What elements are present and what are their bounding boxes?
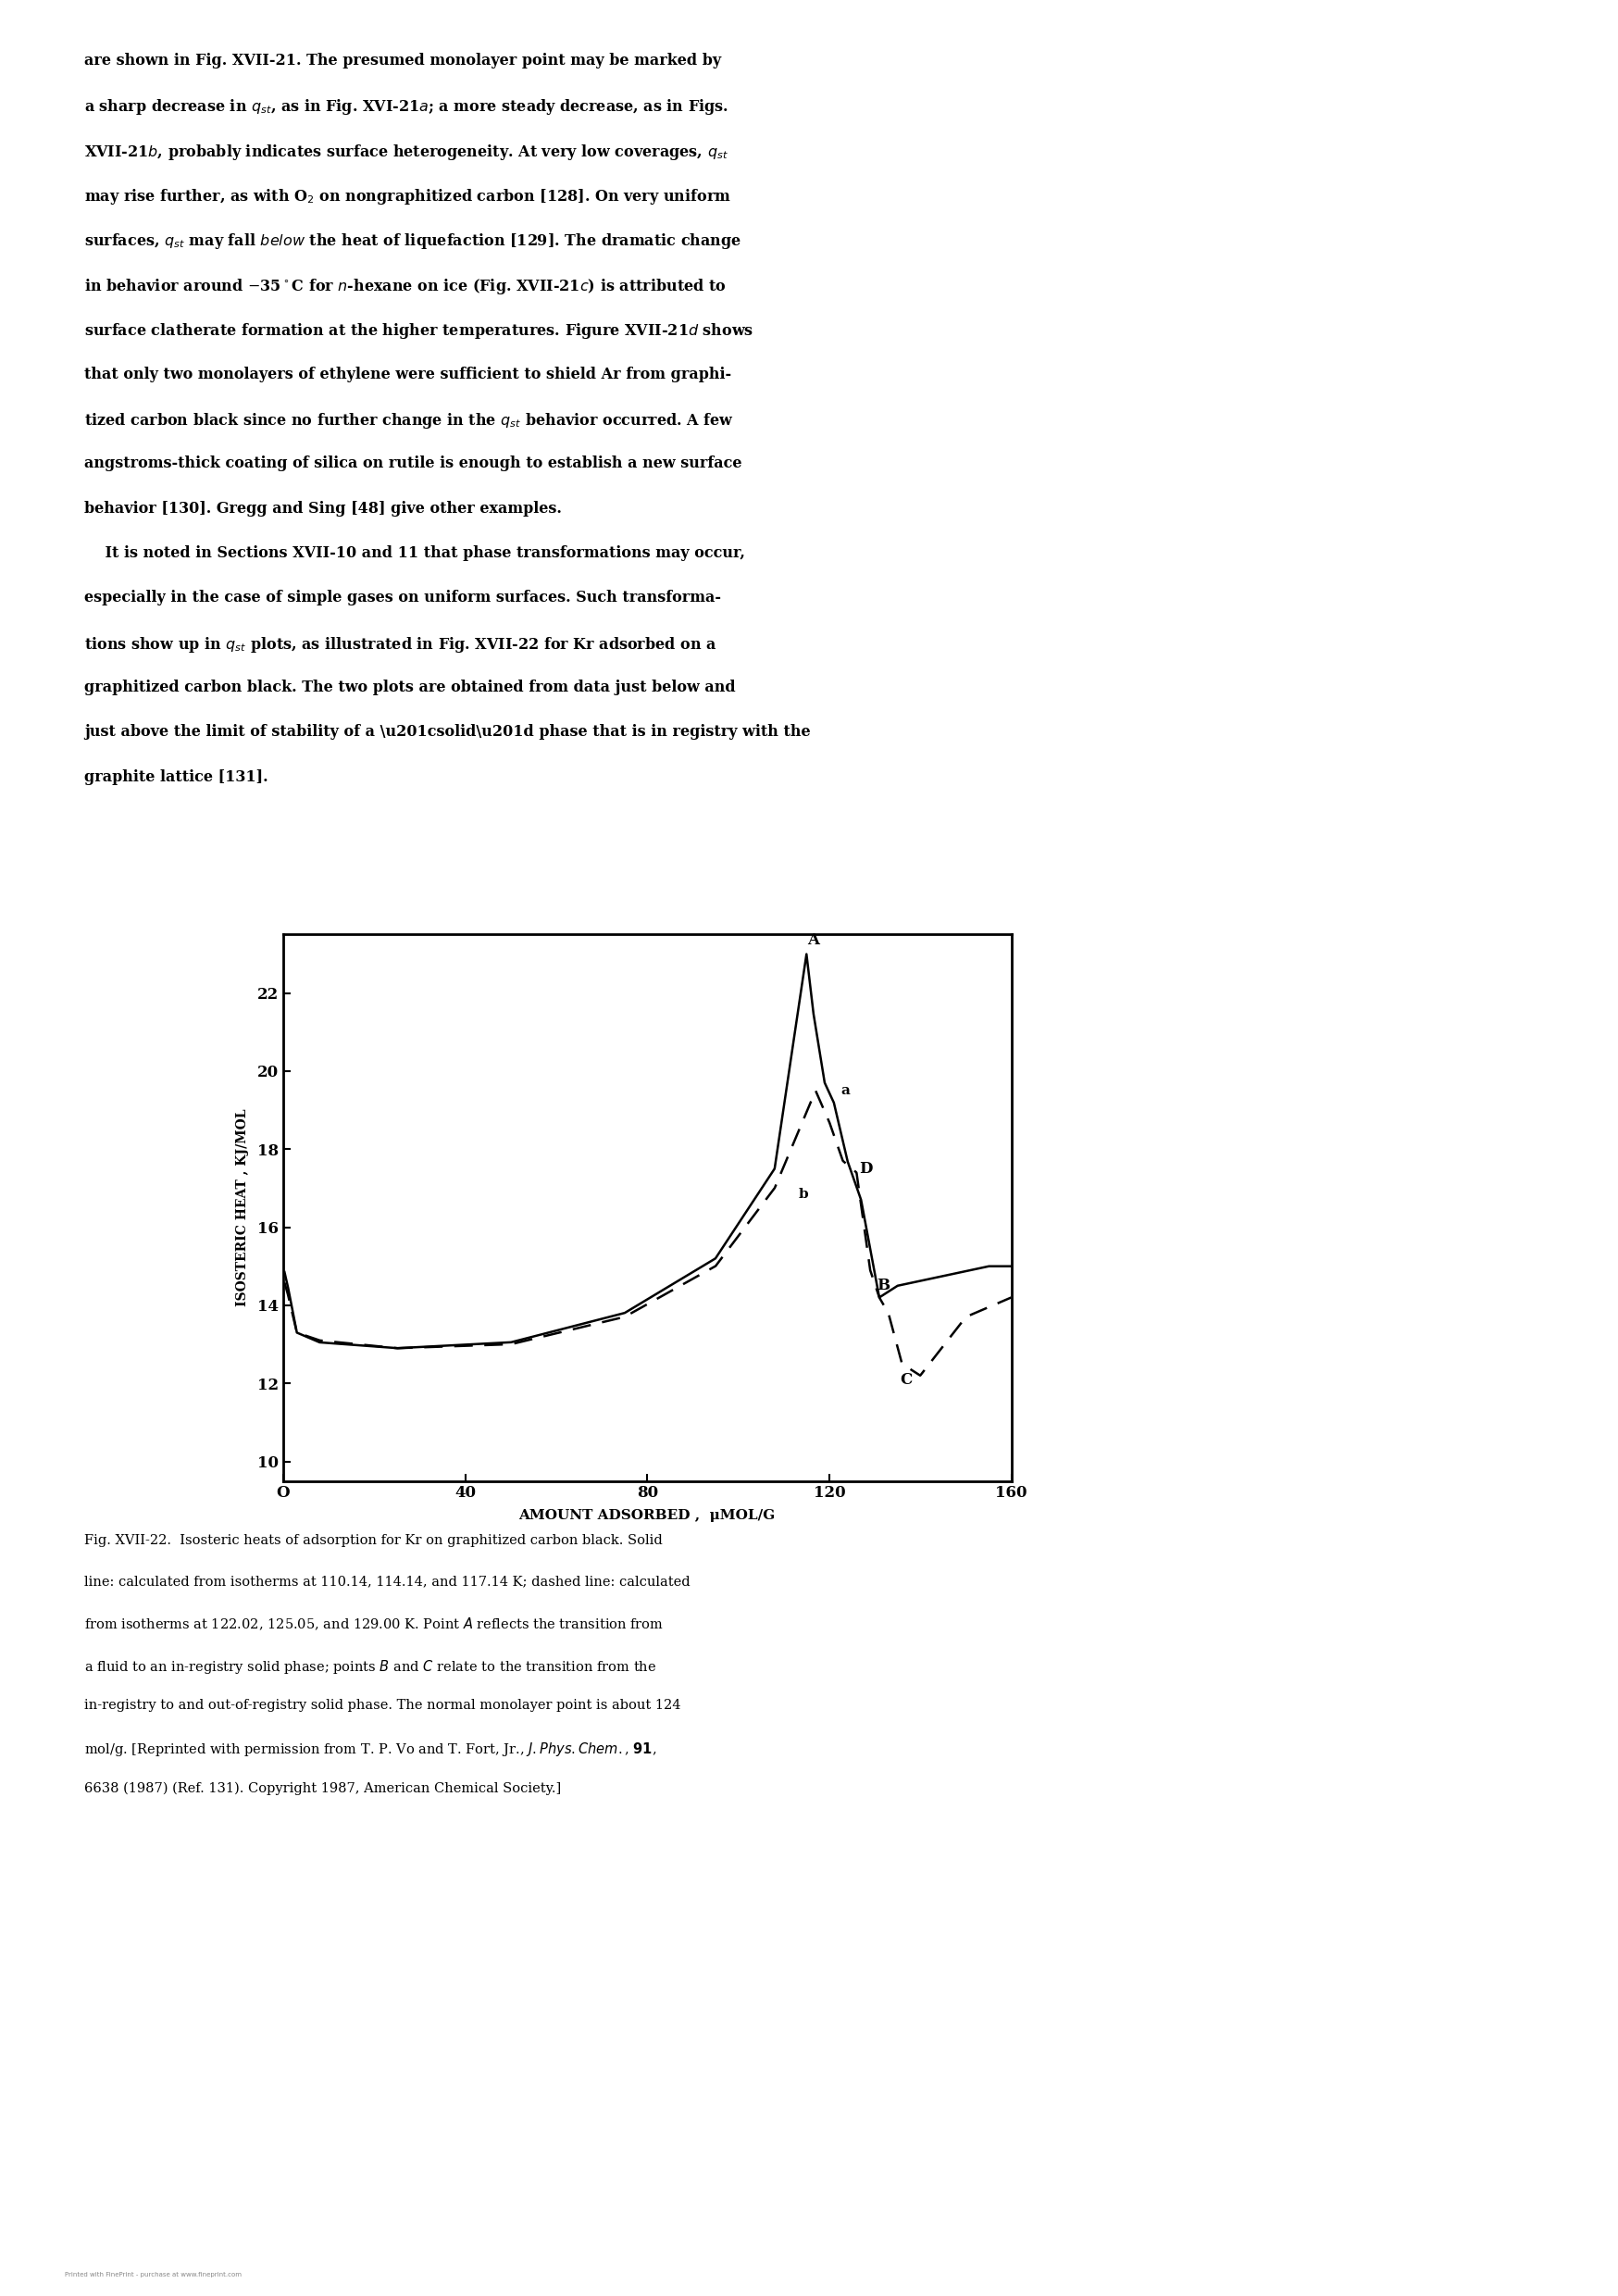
Text: Printed with FinePrint - purchase at www.fineprint.com: Printed with FinePrint - purchase at www… <box>65 2273 241 2278</box>
Text: a: a <box>841 1084 849 1097</box>
Text: graphitized carbon black. The two plots are obtained from data just below and: graphitized carbon black. The two plots … <box>84 680 736 696</box>
Text: in-registry to and out-of-registry solid phase. The normal monolayer point is ab: in-registry to and out-of-registry solid… <box>84 1699 681 1713</box>
Text: line: calculated from isotherms at 110.14, 114.14, and 117.14 K; dashed line: ca: line: calculated from isotherms at 110.1… <box>84 1575 689 1589</box>
Text: mol/g. [Reprinted with permission from T. P. Vo and T. Fort, Jr., $J. Phys. Chem: mol/g. [Reprinted with permission from T… <box>84 1740 657 1759</box>
Text: C: C <box>900 1371 913 1387</box>
Text: that only two monolayers of ethylene were sufficient to shield Ar from graphi-: that only two monolayers of ethylene wer… <box>84 365 731 381</box>
Text: just above the limit of stability of a \u201csolid\u201d phase that is in regist: just above the limit of stability of a \… <box>84 726 811 739</box>
Text: surface clatherate formation at the higher temperatures. Figure XVII-21$d$ shows: surface clatherate formation at the high… <box>84 321 754 340</box>
Text: XVII-21$b$, probably indicates surface heterogeneity. At very low coverages, $q_: XVII-21$b$, probably indicates surface h… <box>84 142 728 161</box>
Text: D: D <box>859 1162 872 1176</box>
Text: a fluid to an in-registry solid phase; points $B$ and $C$ relate to the transiti: a fluid to an in-registry solid phase; p… <box>84 1658 657 1676</box>
Text: in behavior around $-$35$^\circ$C for $n$-hexane on ice (Fig. XVII-21$c$) is att: in behavior around $-$35$^\circ$C for $n… <box>84 278 726 296</box>
Text: 6638 (1987) (Ref. 131). Copyright 1987, American Chemical Society.]: 6638 (1987) (Ref. 131). Copyright 1987, … <box>84 1782 561 1795</box>
Text: a sharp decrease in $q_{st}$, as in Fig. XVI-21$a$; a more steady decrease, as i: a sharp decrease in $q_{st}$, as in Fig.… <box>84 96 728 117</box>
Text: surfaces, $q_{st}$ may fall $\it{below}$ the heat of liquefaction [129]. The dra: surfaces, $q_{st}$ may fall $\it{below}$… <box>84 232 741 250</box>
Text: tions show up in $q_{st}$ plots, as illustrated in Fig. XVII-22 for Kr adsorbed : tions show up in $q_{st}$ plots, as illu… <box>84 634 717 654</box>
Text: B: B <box>877 1279 890 1293</box>
Text: graphite lattice [131].: graphite lattice [131]. <box>84 769 269 785</box>
Text: A: A <box>807 932 819 948</box>
X-axis label: AMOUNT ADSORBED ,  μMOL/G: AMOUNT ADSORBED , μMOL/G <box>519 1508 775 1522</box>
Text: may rise further, as with O$_2$ on nongraphitized carbon [128]. On very uniform: may rise further, as with O$_2$ on nongr… <box>84 186 731 207</box>
Text: b: b <box>799 1189 809 1201</box>
Text: behavior [130]. Gregg and Sing [48] give other examples.: behavior [130]. Gregg and Sing [48] give… <box>84 501 561 517</box>
Text: It is noted in Sections XVII-10 and 11 that phase transformations may occur,: It is noted in Sections XVII-10 and 11 t… <box>84 546 744 560</box>
Text: Fig. XVII-22.  Isosteric heats of adsorption for Kr on graphitized carbon black.: Fig. XVII-22. Isosteric heats of adsorpt… <box>84 1534 662 1548</box>
Text: are shown in Fig. XVII-21. The presumed monolayer point may be marked by: are shown in Fig. XVII-21. The presumed … <box>84 53 722 69</box>
Text: especially in the case of simple gases on uniform surfaces. Such transforma-: especially in the case of simple gases o… <box>84 590 722 606</box>
Y-axis label: ISOSTERIC HEAT , KJ/MOL: ISOSTERIC HEAT , KJ/MOL <box>236 1109 249 1306</box>
Text: angstroms-thick coating of silica on rutile is enough to establish a new surface: angstroms-thick coating of silica on rut… <box>84 455 741 471</box>
Text: from isotherms at 122.02, 125.05, and 129.00 K. Point $A$ reflects the transitio: from isotherms at 122.02, 125.05, and 12… <box>84 1616 663 1632</box>
Text: tized carbon black since no further change in the $q_{st}$ behavior occurred. A : tized carbon black since no further chan… <box>84 411 735 429</box>
